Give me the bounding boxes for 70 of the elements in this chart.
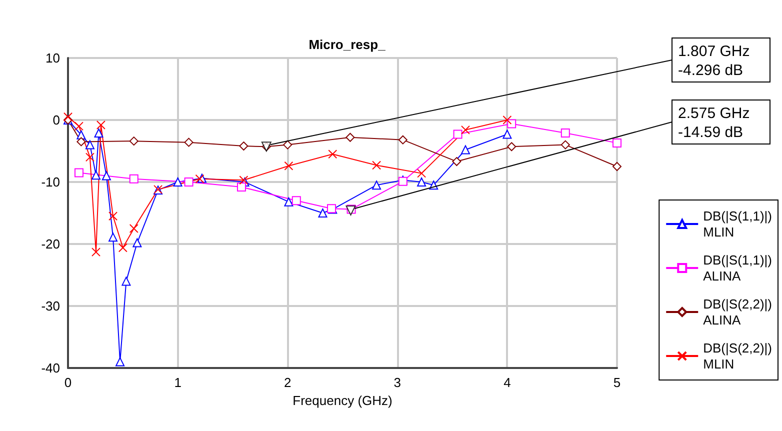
legend-label: DB(|S(2,2)|) ALINA — [703, 296, 772, 328]
x-tick-label: 3 — [394, 375, 402, 390]
annotation: 1.807 GHz -4.296 dB — [678, 43, 750, 79]
point — [94, 128, 104, 138]
point — [560, 140, 570, 150]
point — [122, 276, 131, 286]
x-tick-label: 5 — [613, 375, 621, 390]
point — [74, 122, 84, 131]
point — [612, 162, 622, 171]
point — [507, 142, 516, 152]
y-tick-label: -40 — [41, 360, 60, 376]
y-tick-label: -30 — [41, 298, 60, 314]
point — [129, 224, 138, 233]
point — [283, 140, 292, 150]
point — [502, 116, 512, 124]
y-tick-label: -10 — [41, 174, 60, 190]
point — [76, 137, 86, 146]
point — [453, 130, 462, 139]
point — [129, 136, 138, 146]
point — [118, 243, 128, 252]
x-tick-label: 0 — [64, 375, 72, 390]
point — [560, 128, 570, 138]
point — [460, 145, 470, 154]
point — [132, 238, 142, 248]
point — [507, 119, 516, 128]
y-tick-label: 10 — [46, 50, 60, 66]
point — [102, 171, 111, 180]
point — [417, 178, 426, 186]
legend-label: DB(|S(2,2)|) MLIN — [703, 340, 772, 372]
point — [184, 178, 194, 186]
point — [346, 132, 355, 142]
legend-label: DB(|S(1,1)|) ALINA — [703, 252, 772, 284]
point — [398, 135, 408, 144]
point — [236, 182, 246, 192]
point — [108, 232, 118, 242]
point — [116, 357, 125, 366]
point — [108, 212, 118, 221]
point — [92, 248, 100, 257]
point — [612, 138, 622, 148]
point — [85, 140, 94, 150]
point — [372, 160, 382, 170]
point — [184, 138, 194, 147]
point — [328, 150, 338, 159]
point — [452, 157, 462, 166]
point — [195, 174, 204, 184]
point — [173, 178, 182, 186]
annotation: 2.575 GHz -14.59 dB — [678, 105, 750, 141]
point — [96, 120, 106, 130]
point — [318, 208, 328, 218]
y-tick-label: 0 — [52, 112, 60, 128]
chart-title: Micro_resp_ — [308, 37, 386, 52]
point — [85, 152, 94, 162]
point — [417, 168, 426, 178]
y-tick-label: -20 — [41, 236, 60, 252]
point — [284, 161, 294, 170]
x-tick-label: 4 — [504, 375, 511, 390]
x-tick-label: 1 — [174, 375, 182, 390]
point — [292, 196, 301, 206]
point — [92, 170, 100, 180]
legend-label: DB(|S(1,1)|) MLIN — [703, 208, 772, 240]
x-axis-title: Frequency (GHz) — [292, 392, 392, 408]
point — [64, 112, 72, 122]
point — [129, 174, 138, 184]
point — [284, 197, 294, 206]
x-tick-label: 2 — [284, 375, 292, 390]
point — [372, 180, 382, 190]
point — [74, 168, 84, 178]
point — [502, 130, 512, 139]
point — [239, 142, 248, 151]
point — [460, 125, 470, 134]
